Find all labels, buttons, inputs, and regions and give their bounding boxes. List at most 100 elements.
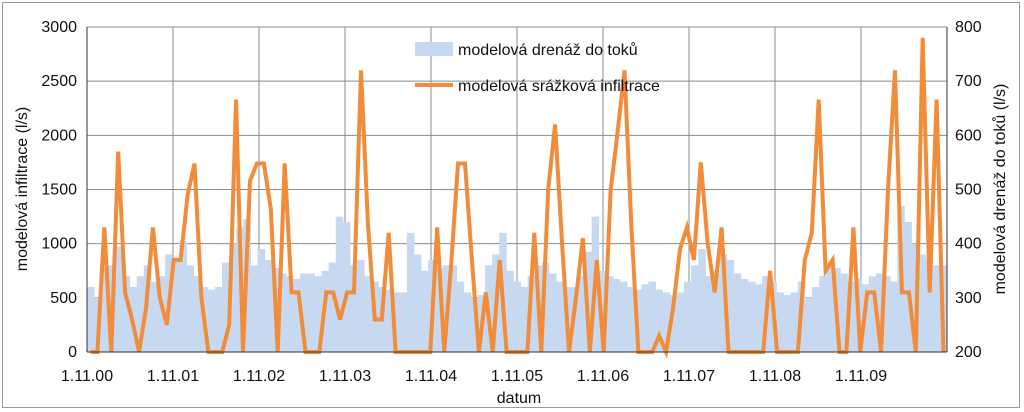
left-axis-ticks: 0 500 1000 1500 2000 2500 3000	[41, 19, 77, 361]
left-tick-label: 0	[68, 344, 77, 361]
drainage-bar	[136, 276, 145, 352]
drainage-bar	[172, 259, 180, 352]
drainage-bar	[548, 273, 557, 352]
drainage-bar	[513, 281, 521, 352]
x-axis-ticks: 1.11.00 1.11.01 1.11.02 1.11.03 1.11.04 1.11.…	[61, 368, 887, 385]
drainage-bar	[229, 243, 237, 352]
drainage-bar	[349, 265, 358, 352]
drainage-bar	[214, 287, 223, 352]
drainage-bar	[605, 276, 614, 352]
x-tick-label: 1.11.01	[147, 368, 199, 385]
legend-label-infiltration: modelová srážková infiltrace	[458, 78, 660, 95]
drainage-bar	[691, 265, 699, 352]
right-axis-ticks: 200 300 400 500 600 700 800	[955, 19, 982, 361]
right-tick-label: 800	[955, 19, 982, 36]
drainage-bar	[875, 273, 884, 352]
drainage-bar	[87, 287, 95, 352]
chart-frame: 0 500 1000 1500 2000 2500 3000 200 300 400 500 600…	[2, 2, 1020, 408]
drainage-bar	[890, 281, 898, 352]
drainage-bar	[520, 287, 529, 352]
drainage-bar	[293, 278, 301, 352]
legend: modelová drenáž do toků modelová srážkov…	[415, 41, 660, 95]
drainage-bar	[470, 297, 479, 352]
drainage-bar	[435, 268, 443, 352]
drainage-bar	[406, 232, 415, 352]
drainage-bar	[392, 292, 401, 352]
x-tick-label: 1.11.09	[835, 368, 887, 385]
drainage-bar	[158, 276, 166, 352]
left-tick-label: 3000	[41, 19, 77, 36]
drainage-bar	[712, 270, 720, 352]
drainage-bar	[101, 268, 109, 352]
right-tick-label: 200	[955, 344, 982, 361]
drainage-bar	[264, 259, 273, 352]
legend-swatch-drainage	[415, 42, 453, 56]
drainage-bar	[193, 276, 202, 352]
right-tick-label: 500	[955, 182, 982, 199]
right-axis-label: modelová drenáž do toků (l/s)	[991, 84, 1009, 295]
drainage-bar	[641, 284, 649, 352]
drainage-bar	[655, 289, 664, 352]
drainage-bar	[186, 265, 195, 352]
legend-label-drainage: modelová drenáž do toků	[458, 41, 638, 59]
drainage-bar	[627, 287, 635, 352]
drainage-bar	[328, 262, 337, 352]
drainage-bar	[676, 292, 685, 352]
drainage-bar	[904, 222, 912, 352]
drainage-bar	[150, 281, 159, 352]
drainage-bar	[755, 284, 763, 352]
x-tick-label: 1.11.06	[577, 368, 629, 385]
drainage-bar	[449, 265, 457, 352]
left-tick-label: 2000	[41, 127, 77, 144]
drainage-bar	[456, 281, 465, 352]
drainage-bar	[740, 278, 749, 352]
left-tick-label: 2500	[41, 73, 77, 90]
drainage-bar	[811, 287, 820, 352]
drainage-bar	[421, 270, 429, 352]
drainage-bar	[840, 273, 848, 352]
right-tick-label: 400	[955, 236, 982, 253]
drainage-bar	[286, 276, 294, 352]
drainage-bar	[925, 259, 934, 352]
drainage-bar	[115, 246, 123, 352]
drainage-bar	[883, 276, 891, 352]
drainage-bar	[698, 249, 706, 352]
drainage-bar	[307, 273, 315, 352]
drainage-bar	[719, 254, 728, 352]
drainage-bar	[364, 276, 372, 352]
x-tick-label: 1.11.00	[61, 368, 113, 385]
axes	[86, 27, 948, 353]
right-tick-label: 300	[955, 290, 982, 307]
drainage-bar	[847, 281, 856, 352]
drainage-bar	[776, 292, 784, 352]
drainage-bar	[932, 265, 941, 352]
x-tick-label: 1.11.04	[405, 368, 457, 385]
x-axis-label: datum	[497, 390, 541, 407]
drainage-bar	[620, 281, 628, 352]
drainage-bar	[747, 281, 756, 352]
drainage-bar	[314, 276, 322, 352]
drainage-bar	[250, 265, 258, 352]
x-tick-label: 1.11.02	[233, 368, 285, 385]
x-tick-label: 1.11.03	[319, 368, 371, 385]
drainage-bar	[783, 295, 792, 352]
drainage-bar	[122, 276, 131, 352]
drainage-bar	[257, 249, 266, 352]
drainage-bar	[278, 273, 287, 352]
x-tick-label: 1.11.07	[663, 368, 715, 385]
right-tick-label: 600	[955, 127, 982, 144]
drainage-bar	[207, 289, 216, 352]
x-tick-label: 1.11.05	[491, 368, 543, 385]
drainage-bar	[385, 289, 394, 352]
drainage-bar	[577, 276, 585, 352]
drainage-bar	[541, 262, 550, 352]
drainage-bar	[648, 281, 656, 352]
drainage-bar	[826, 265, 834, 352]
drainage-bar	[804, 297, 813, 352]
drainage-bar	[918, 254, 927, 352]
drainage-bar	[726, 259, 735, 352]
drainage-bar	[342, 222, 351, 352]
drainage-bar	[556, 281, 564, 352]
drainage-bar	[463, 292, 472, 352]
drainage-bar	[819, 276, 827, 352]
